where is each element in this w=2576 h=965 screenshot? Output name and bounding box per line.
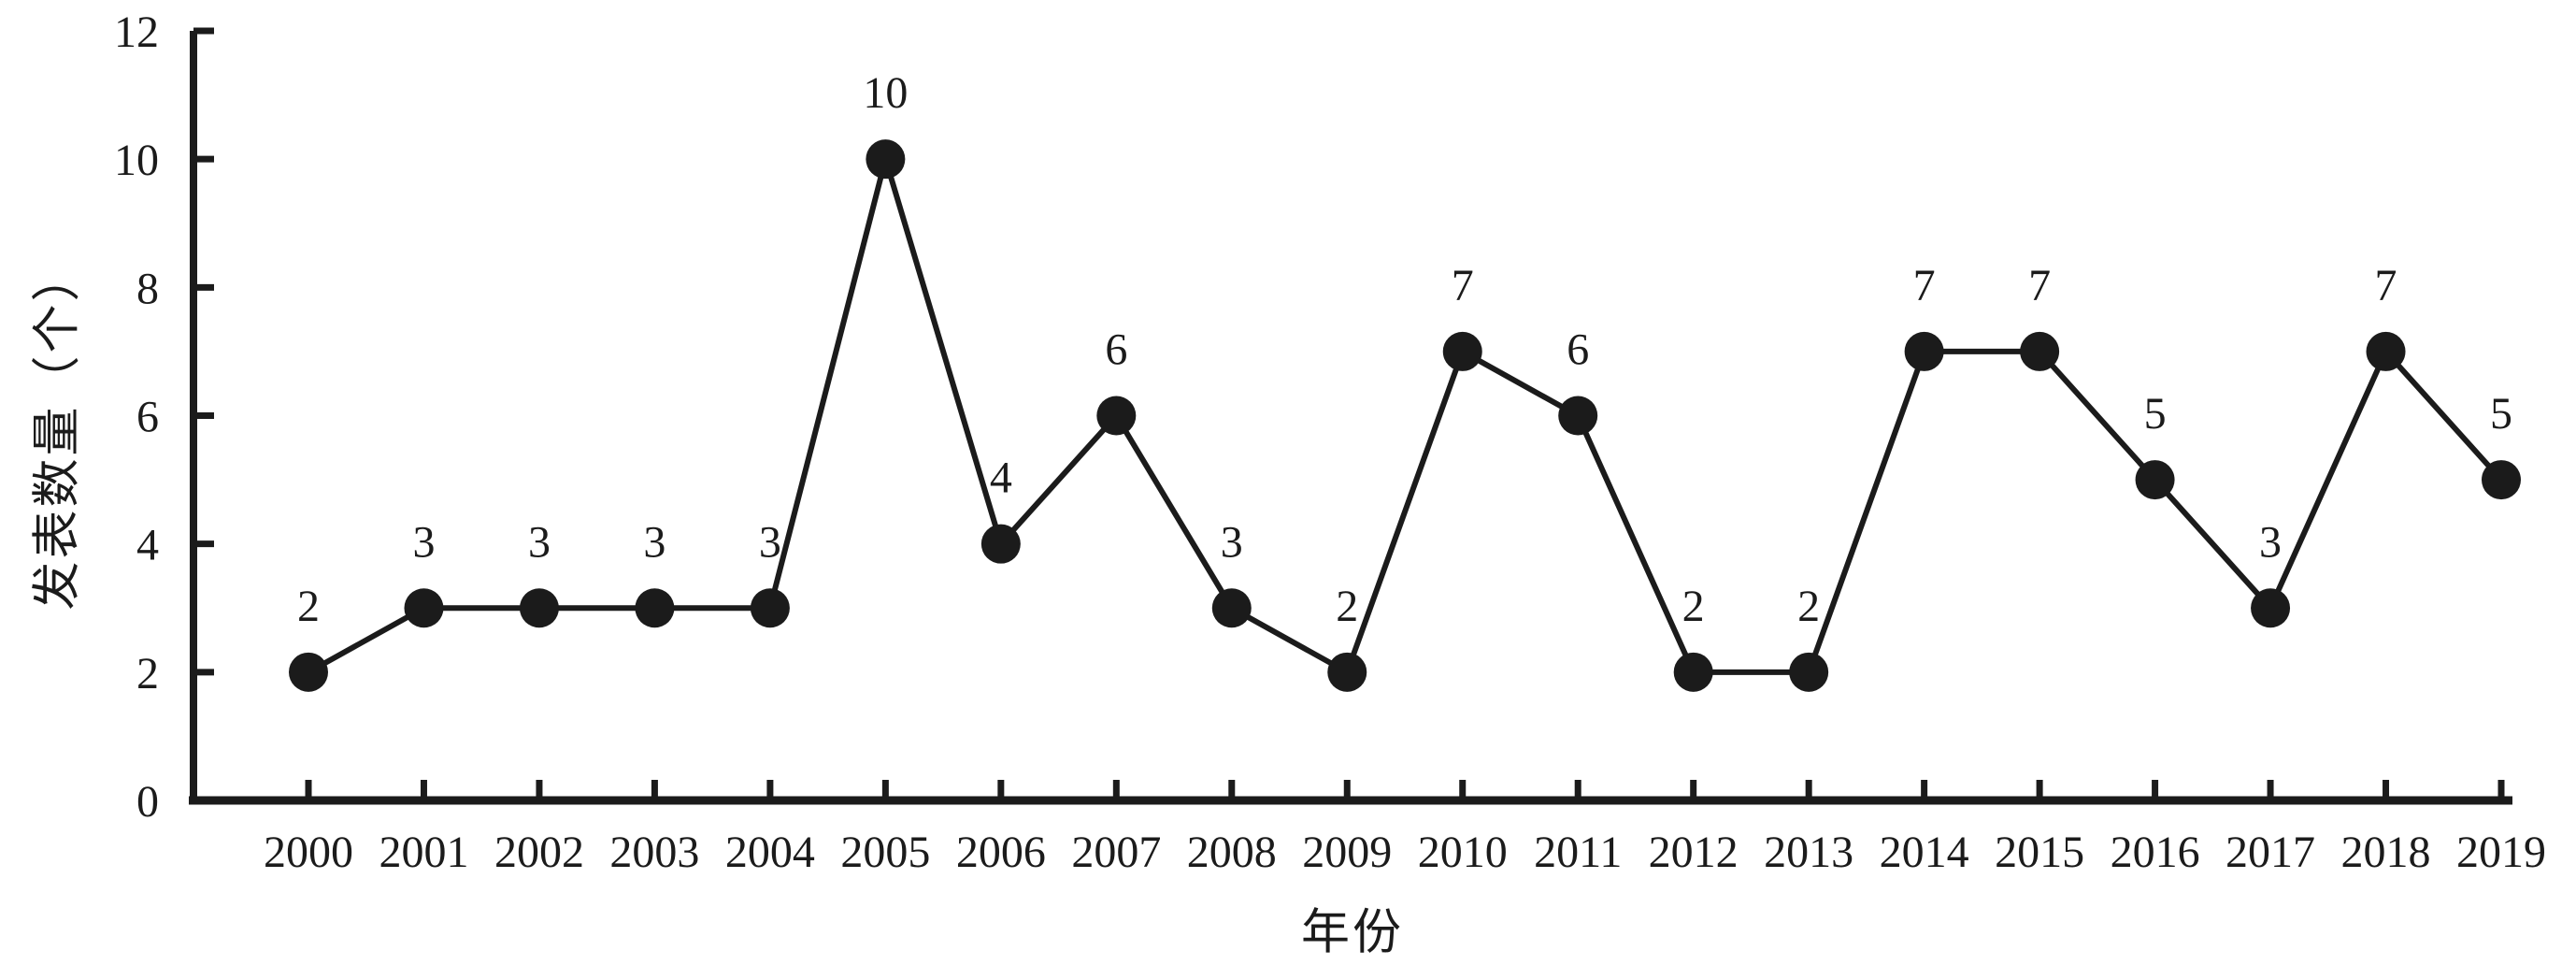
data-point <box>2482 460 2521 500</box>
x-tick-label: 2010 <box>1418 828 1508 877</box>
y-tick-label: 0 <box>136 777 159 827</box>
data-point <box>1327 652 1367 692</box>
data-point-label: 7 <box>1913 261 1936 310</box>
y-tick-label: 12 <box>114 7 159 57</box>
x-tick-label: 2000 <box>264 828 353 877</box>
data-point-label: 3 <box>759 517 781 567</box>
data-point <box>1211 588 1252 628</box>
x-tick-label: 2006 <box>956 828 1046 877</box>
data-point <box>1558 396 1598 436</box>
data-point-label: 7 <box>2028 261 2051 310</box>
data-point-label: 2 <box>297 582 320 631</box>
data-point-label: 2 <box>1336 582 1358 631</box>
x-tick-label: 2019 <box>2456 828 2546 877</box>
y-tick-label: 10 <box>114 136 159 185</box>
data-point <box>2251 588 2291 628</box>
x-tick-label: 2014 <box>1880 828 1969 877</box>
data-point <box>635 588 675 628</box>
data-point-label: 2 <box>1797 582 1820 631</box>
y-axis-title: 发表数量（个） <box>31 250 85 611</box>
x-tick-label: 2002 <box>494 828 584 877</box>
data-point-label: 3 <box>2259 517 2282 567</box>
x-tick-label: 2008 <box>1187 828 1277 877</box>
data-point-label: 3 <box>1221 517 1243 567</box>
y-tick-label: 2 <box>136 649 159 699</box>
data-point <box>980 524 1021 564</box>
y-tick-label: 8 <box>136 264 159 313</box>
data-point-label: 2 <box>1682 582 1705 631</box>
x-tick-label: 2001 <box>379 828 468 877</box>
x-tick-label: 2009 <box>1302 828 1392 877</box>
data-line <box>307 148 2504 677</box>
x-tick-label: 2007 <box>1071 828 1161 877</box>
data-point <box>289 652 328 692</box>
data-point <box>2020 331 2060 371</box>
x-tick-label: 2012 <box>1649 828 1739 877</box>
data-point-label: 7 <box>1452 261 1474 310</box>
data-point <box>866 139 906 180</box>
data-point <box>1442 331 1482 371</box>
x-tick-label: 2018 <box>2341 828 2431 877</box>
x-tick-label: 2017 <box>2225 828 2315 877</box>
x-tick-label: 2011 <box>1534 828 1622 877</box>
data-point-label: 10 <box>863 68 908 118</box>
x-tick-label: 2003 <box>609 828 699 877</box>
data-point <box>404 588 444 628</box>
x-tick-label: 2016 <box>2111 828 2200 877</box>
data-point <box>2135 460 2175 500</box>
data-point-label: 6 <box>1105 325 1127 375</box>
x-axis-title: 年份 <box>1300 906 1405 960</box>
data-point <box>1673 652 1713 692</box>
x-tick-label: 2015 <box>1995 828 2084 877</box>
x-tick-label: 2005 <box>840 828 930 877</box>
x-tick-label: 2004 <box>725 828 815 877</box>
data-point-label: 3 <box>528 517 551 567</box>
data-point-label: 3 <box>412 517 435 567</box>
data-point-label: 5 <box>2144 389 2167 439</box>
data-point-label: 6 <box>1567 325 1589 375</box>
data-point <box>1789 652 1829 692</box>
data-point <box>750 588 790 628</box>
y-tick-label: 6 <box>136 393 159 442</box>
data-point <box>2366 331 2406 371</box>
data-point <box>519 588 559 628</box>
x-tick-label: 2013 <box>1764 828 1853 877</box>
data-point-label: 3 <box>643 517 665 567</box>
data-point <box>1096 396 1137 436</box>
data-point <box>1904 331 1944 371</box>
data-point-label: 5 <box>2490 389 2512 439</box>
data-point-label: 4 <box>990 454 1012 503</box>
y-tick-label: 4 <box>136 521 159 570</box>
data-point-label: 7 <box>2375 261 2397 310</box>
